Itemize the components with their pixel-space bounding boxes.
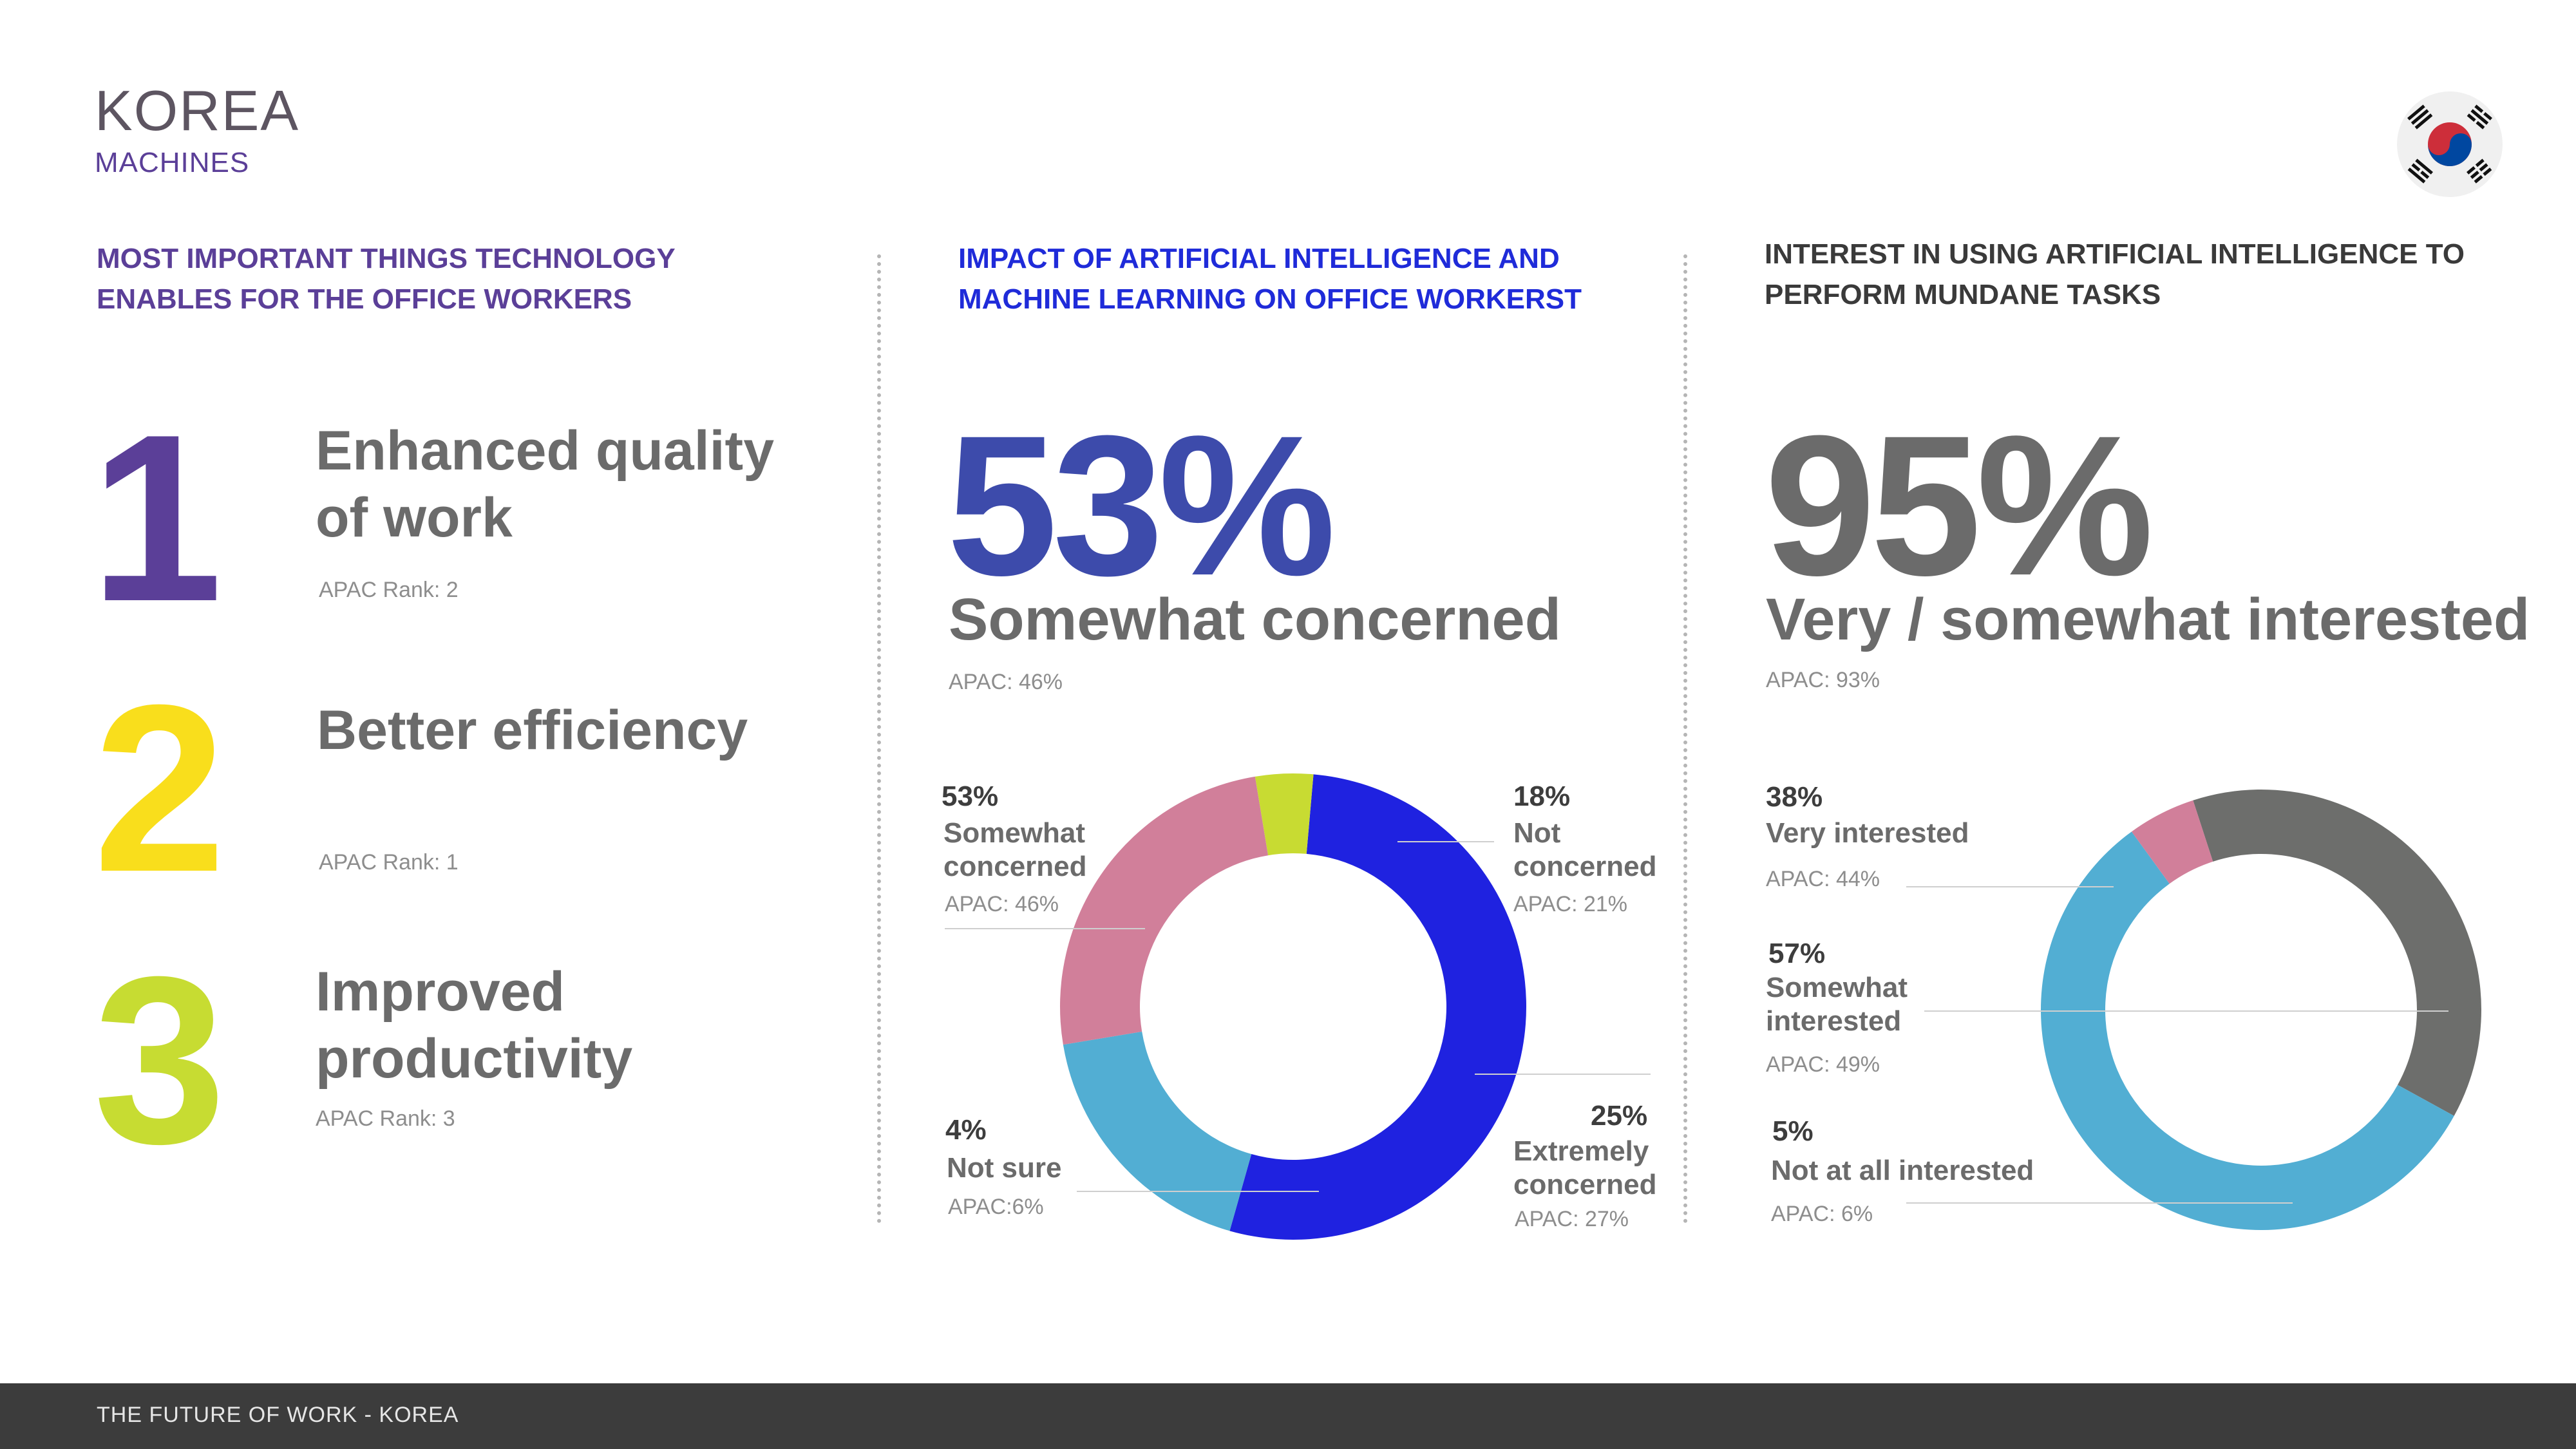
rank-number: 3	[93, 927, 226, 1193]
rank-apac: APAC Rank: 2	[319, 578, 459, 602]
page-title: KOREA	[95, 79, 300, 142]
rank-label: Better efficiency	[317, 699, 748, 761]
chart-label-apac: APAC: 21%	[1513, 892, 1628, 916]
chart-label-pct: 38%	[1766, 781, 1823, 813]
impact-headline-apac: APAC: 46%	[949, 670, 1063, 694]
chart-label-apac: APAC: 44%	[1766, 867, 1880, 891]
chart-label-name: Not sure	[947, 1152, 1062, 1184]
column-divider	[1683, 254, 1687, 1224]
chart-label-name: Very interested	[1766, 817, 1969, 849]
chart-label-apac: APAC: 6%	[1771, 1202, 1873, 1226]
korea-flag-icon	[2397, 91, 2503, 197]
rank-apac: APAC Rank: 3	[316, 1106, 455, 1131]
rank-label: Enhanced quality of work	[316, 420, 775, 549]
rank-number: 2	[93, 656, 226, 922]
chart-label-pct: 25%	[1591, 1100, 1648, 1132]
impact-headline-caption: Somewhat concerned	[949, 587, 1561, 652]
footer-bar	[0, 1383, 2576, 1449]
chart-label-pct: 57%	[1768, 938, 1826, 969]
interest-headline-apac: APAC: 93%	[1766, 668, 1880, 692]
donut-slice-very-interested	[2193, 790, 2481, 1116]
footer-text: THE FUTURE OF WORK - KOREA	[97, 1403, 459, 1427]
rank-label: Improved productivity	[316, 961, 633, 1090]
interest-section-title: INTEREST IN USING ARTIFICIAL INTELLIGENC…	[1765, 238, 2465, 310]
donut-slice-not-at-all-interested	[2131, 800, 2213, 884]
chart-label-apac: APAC:6%	[948, 1195, 1044, 1219]
chart-label-apac: APAC: 27%	[1515, 1207, 1629, 1231]
chart-label-apac: APAC: 49%	[1766, 1052, 1880, 1077]
chart-label-apac: APAC: 46%	[945, 892, 1059, 916]
interest-headline-caption: Very / somewhat interested	[1766, 587, 2530, 652]
donut-slice-not-sure	[1255, 773, 1314, 856]
impact-headline-percent: 53%	[947, 393, 1336, 617]
page-subtitle: MACHINES	[95, 147, 250, 178]
column-divider	[877, 254, 881, 1224]
rank-apac: APAC Rank: 1	[319, 850, 459, 875]
chart-label-name: Extremely concerned	[1513, 1135, 1657, 1200]
chart-label-pct: 18%	[1513, 781, 1571, 812]
chart-label-pct: 5%	[1772, 1115, 1814, 1147]
donut-slice-extremely-concerned	[1059, 776, 1269, 1045]
chart-label-pct: 4%	[945, 1114, 987, 1146]
chart-label-pct: 53%	[942, 781, 999, 812]
chart-label-name: Not concerned	[1513, 817, 1657, 882]
donut-slice-not-concerned	[1063, 1031, 1252, 1231]
priorities-section-title: MOST IMPORTANT THINGS TECHNOLOGY ENABLES…	[97, 243, 675, 315]
chart-label-name: Somewhat concerned	[943, 817, 1087, 882]
chart-label-name: Not at all interested	[1771, 1155, 2034, 1186]
impact-section-title: IMPACT OF ARTIFICIAL INTELLIGENCE AND MA…	[958, 243, 1582, 315]
rank-number: 1	[90, 385, 223, 651]
donut-slice-somewhat-interested	[2041, 831, 2454, 1231]
donut-slice-somewhat-concerned	[1229, 774, 1527, 1240]
interest-headline-percent: 95%	[1765, 393, 2154, 617]
chart-label-name: Somewhat interested	[1766, 972, 1908, 1037]
